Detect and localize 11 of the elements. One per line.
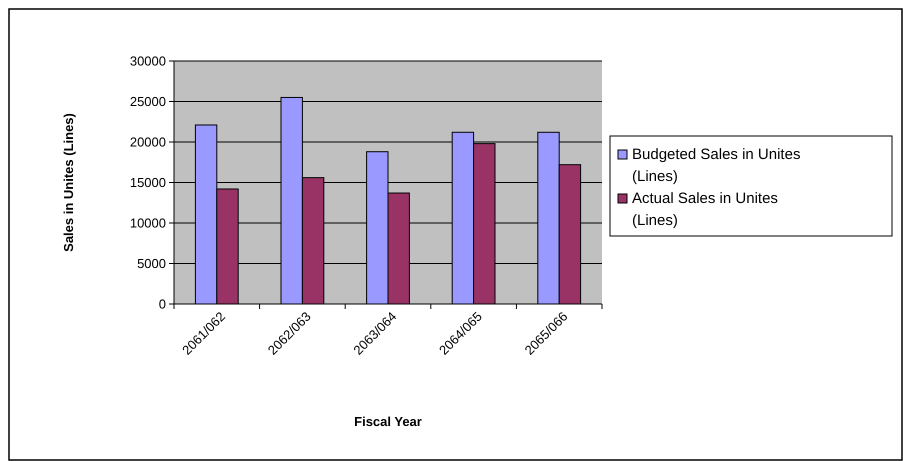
legend-label: Actual Sales in Unites (Lines) bbox=[632, 190, 778, 229]
legend-label: Budgeted Sales in Unites (Lines) bbox=[632, 146, 800, 185]
y-tick-label: 0 bbox=[158, 296, 166, 312]
y-tick-label: 10000 bbox=[130, 216, 166, 231]
y-tick-label: 30000 bbox=[130, 54, 166, 69]
y-tick-label: 20000 bbox=[130, 134, 166, 150]
x-axis-title: Fiscal Year bbox=[354, 414, 422, 429]
y-tick-label: 5000 bbox=[137, 256, 166, 272]
y-axis-title: Sales in Unites (Lines) bbox=[61, 113, 76, 252]
y-tick-label: 15000 bbox=[130, 175, 166, 190]
y-tick-label: 25000 bbox=[130, 94, 166, 110]
